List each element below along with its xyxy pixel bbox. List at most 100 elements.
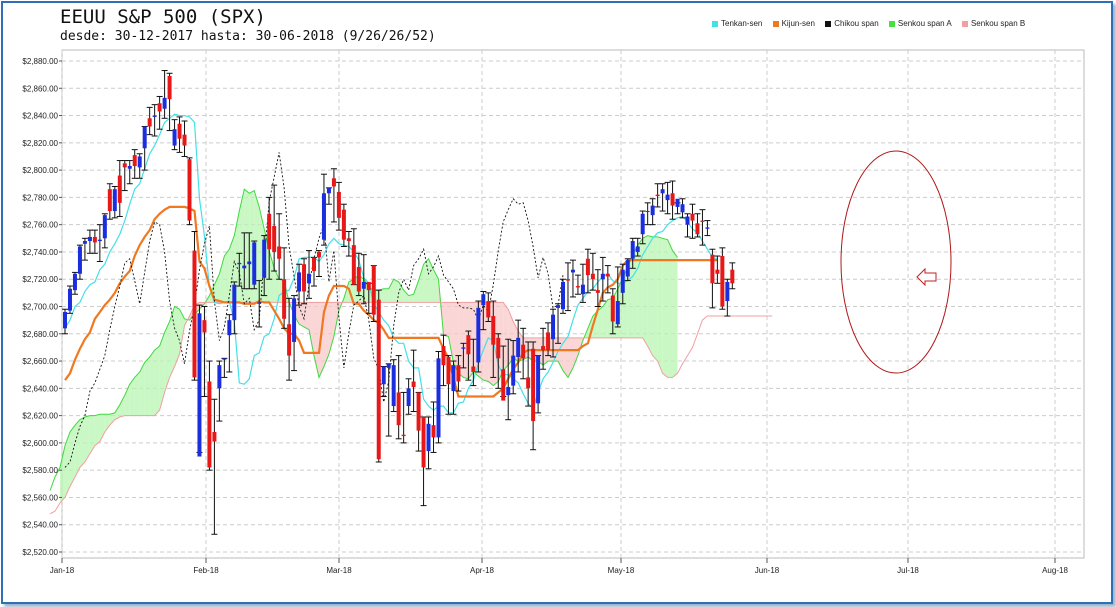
- candle-body: [426, 423, 431, 452]
- candle-body: [526, 377, 531, 389]
- candle-body: [212, 431, 217, 442]
- cloud-segment: [244, 189, 250, 303]
- cloud-segment: [642, 235, 648, 347]
- candle-body: [252, 242, 257, 285]
- candle-body: [650, 205, 655, 216]
- y-tick-label: $2,720.00: [22, 275, 58, 284]
- candle-body: [92, 236, 97, 243]
- candle-body: [625, 260, 630, 277]
- y-tick-label: $2,620.00: [22, 412, 58, 421]
- y-tick-label: $2,540.00: [22, 521, 58, 530]
- cloud-segment: [388, 279, 394, 303]
- legend-item-kijun: Kijun-sen: [772, 19, 815, 28]
- cloud-segment: [309, 302, 314, 356]
- candle-body: [441, 346, 446, 366]
- candle-body: [396, 392, 401, 426]
- cloud-segment: [428, 258, 434, 303]
- cloud-segment: [134, 371, 140, 416]
- cloud-segment: [463, 302, 469, 379]
- candle-body: [341, 209, 346, 240]
- candle-body: [481, 294, 486, 306]
- candle-body: [416, 392, 421, 431]
- cloud-segment: [314, 302, 319, 378]
- cloud-segment: [129, 377, 135, 416]
- candle-body: [292, 298, 297, 342]
- candle-body: [491, 316, 496, 345]
- y-tick-label: $2,840.00: [22, 112, 58, 121]
- candle-body: [436, 358, 441, 438]
- candle-body: [122, 163, 127, 168]
- legend-label: Tenkan-sen: [721, 19, 763, 28]
- candle-body: [172, 129, 177, 146]
- candle-body: [82, 241, 87, 244]
- cloud-segment: [662, 238, 668, 378]
- candle-body: [127, 166, 132, 169]
- cloud-segment: [458, 302, 464, 378]
- y-tick-label: $2,640.00: [22, 384, 58, 393]
- candle-body: [87, 236, 92, 242]
- legend-swatch: [712, 20, 718, 27]
- y-tick-label: $2,860.00: [22, 84, 58, 93]
- candle-body: [302, 264, 307, 292]
- candle-body: [187, 159, 192, 221]
- y-tick-label: $2,580.00: [22, 466, 58, 475]
- candle-body: [580, 284, 585, 295]
- candle-body: [565, 279, 570, 281]
- candle-body: [97, 239, 102, 242]
- candle-body: [501, 369, 506, 401]
- cloud-segment: [179, 309, 185, 355]
- candle-body: [356, 266, 361, 292]
- candle-body: [237, 262, 242, 265]
- candle-body: [77, 246, 82, 274]
- cloud-segment: [383, 288, 389, 303]
- cloud-segment: [99, 414, 105, 442]
- cloud-segment: [418, 264, 424, 303]
- candle-body: [561, 281, 565, 310]
- candle-body: [312, 257, 316, 272]
- candle-body: [406, 388, 411, 407]
- candle-body: [620, 269, 625, 293]
- cloud-segment: [448, 302, 454, 363]
- cloud-segment: [503, 302, 509, 371]
- candle-body: [446, 356, 451, 385]
- candle-body: [366, 281, 371, 291]
- candle-body: [202, 320, 207, 333]
- candle-body: [386, 363, 391, 368]
- candle-body: [361, 281, 366, 289]
- candle-body: [546, 332, 551, 351]
- cloud-segment: [109, 412, 115, 426]
- candle-body: [197, 313, 202, 457]
- candle-body: [431, 425, 436, 438]
- y-tick-label: $2,520.00: [22, 548, 58, 557]
- legend-item-senkou-a: Senkou span A: [888, 19, 952, 28]
- legend-label: Chikou span: [834, 19, 879, 28]
- cloud-segment: [483, 302, 489, 382]
- candle-body: [262, 239, 267, 278]
- candle-body: [630, 241, 635, 259]
- candle-body: [486, 301, 491, 318]
- candle-body: [570, 269, 575, 273]
- candle-body: [421, 416, 426, 468]
- cloud-segment: [114, 404, 120, 420]
- candle-body: [665, 194, 670, 201]
- cloud-segment: [637, 238, 643, 338]
- candle-body: [600, 273, 605, 280]
- candle-body: [72, 273, 77, 291]
- legend-label: Senkou span A: [897, 19, 952, 28]
- highlight-ellipse: [840, 150, 952, 374]
- x-tick-label: Apr-18: [470, 566, 495, 575]
- candle-body: [680, 204, 685, 213]
- candle-body: [471, 366, 476, 372]
- candle-body: [456, 365, 461, 382]
- candle-body: [730, 269, 735, 284]
- y-tick-label: $2,880.00: [22, 57, 58, 66]
- candle-body: [316, 251, 321, 258]
- arrow-icon: [916, 267, 937, 287]
- candle-body: [177, 123, 182, 139]
- candle-body: [147, 118, 152, 127]
- legend-item-senkou-b: Senkou span B: [961, 19, 1025, 28]
- candle-body: [376, 299, 381, 460]
- cloud-segment: [602, 299, 608, 338]
- cloud-segment: [657, 236, 663, 374]
- candle-body: [556, 305, 561, 308]
